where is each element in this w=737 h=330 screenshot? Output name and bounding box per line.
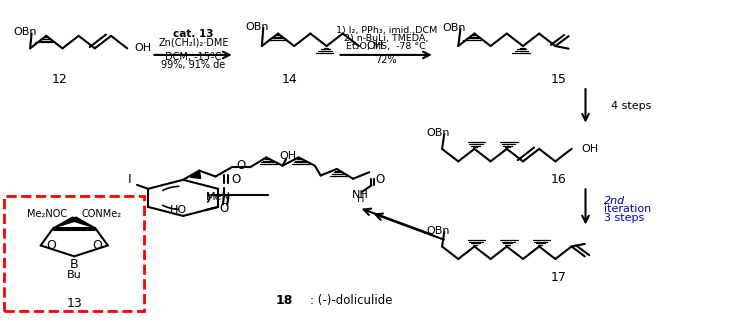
Text: : (-)-doliculide: : (-)-doliculide — [310, 294, 392, 307]
Polygon shape — [54, 217, 79, 228]
Text: OBn: OBn — [245, 22, 268, 32]
Text: 3 steps: 3 steps — [604, 213, 644, 222]
Text: O: O — [46, 239, 57, 252]
Text: O: O — [236, 159, 245, 172]
Text: O: O — [92, 239, 102, 252]
Text: 15: 15 — [551, 73, 566, 86]
Text: OH: OH — [581, 144, 598, 154]
Text: O: O — [375, 173, 384, 186]
Text: NH: NH — [352, 190, 368, 200]
Text: 2) n-BuLi, TMEDA,: 2) n-BuLi, TMEDA, — [344, 34, 428, 43]
Text: cat. 13: cat. 13 — [173, 29, 214, 39]
Text: CONMe₂: CONMe₂ — [81, 209, 122, 219]
Text: 18: 18 — [275, 294, 293, 307]
Text: DCM, -15ºC: DCM, -15ºC — [165, 51, 222, 62]
Text: 16: 16 — [551, 173, 566, 186]
Polygon shape — [191, 171, 200, 178]
Text: 17: 17 — [551, 271, 566, 284]
Text: Bu: Bu — [67, 270, 82, 280]
Text: OH: OH — [135, 43, 152, 53]
Text: 12: 12 — [52, 73, 67, 86]
Text: Me₂NOC: Me₂NOC — [27, 209, 67, 219]
Text: OBn: OBn — [13, 27, 37, 37]
Text: H: H — [357, 194, 364, 204]
Text: 4 steps: 4 steps — [611, 101, 652, 111]
Text: 1) I₂, PPh₃, imid.,DCM: 1) I₂, PPh₃, imid.,DCM — [335, 26, 437, 35]
Text: HO: HO — [170, 205, 186, 215]
Polygon shape — [70, 217, 95, 228]
Text: 2nd: 2nd — [604, 196, 625, 206]
Text: Zn(CH₂I)₂·DME: Zn(CH₂I)₂·DME — [158, 38, 228, 48]
Text: OH: OH — [366, 41, 384, 51]
Text: 72%: 72% — [375, 55, 397, 65]
Text: O: O — [220, 202, 229, 215]
Text: OH: OH — [280, 151, 297, 161]
Text: B: B — [70, 258, 79, 271]
Text: I: I — [128, 174, 131, 186]
Text: MeN: MeN — [206, 192, 231, 202]
Text: 99%, 91% de: 99%, 91% de — [161, 60, 226, 70]
Text: O: O — [231, 173, 241, 186]
FancyBboxPatch shape — [4, 196, 144, 311]
Text: 14: 14 — [282, 73, 298, 86]
Text: 13: 13 — [66, 297, 82, 310]
Text: iteration: iteration — [604, 204, 652, 215]
Text: Et₂O, MS,  -78 °C: Et₂O, MS, -78 °C — [346, 42, 426, 51]
Text: OBn: OBn — [426, 226, 450, 236]
Text: OBn: OBn — [426, 128, 450, 138]
Text: OBn: OBn — [442, 23, 466, 33]
